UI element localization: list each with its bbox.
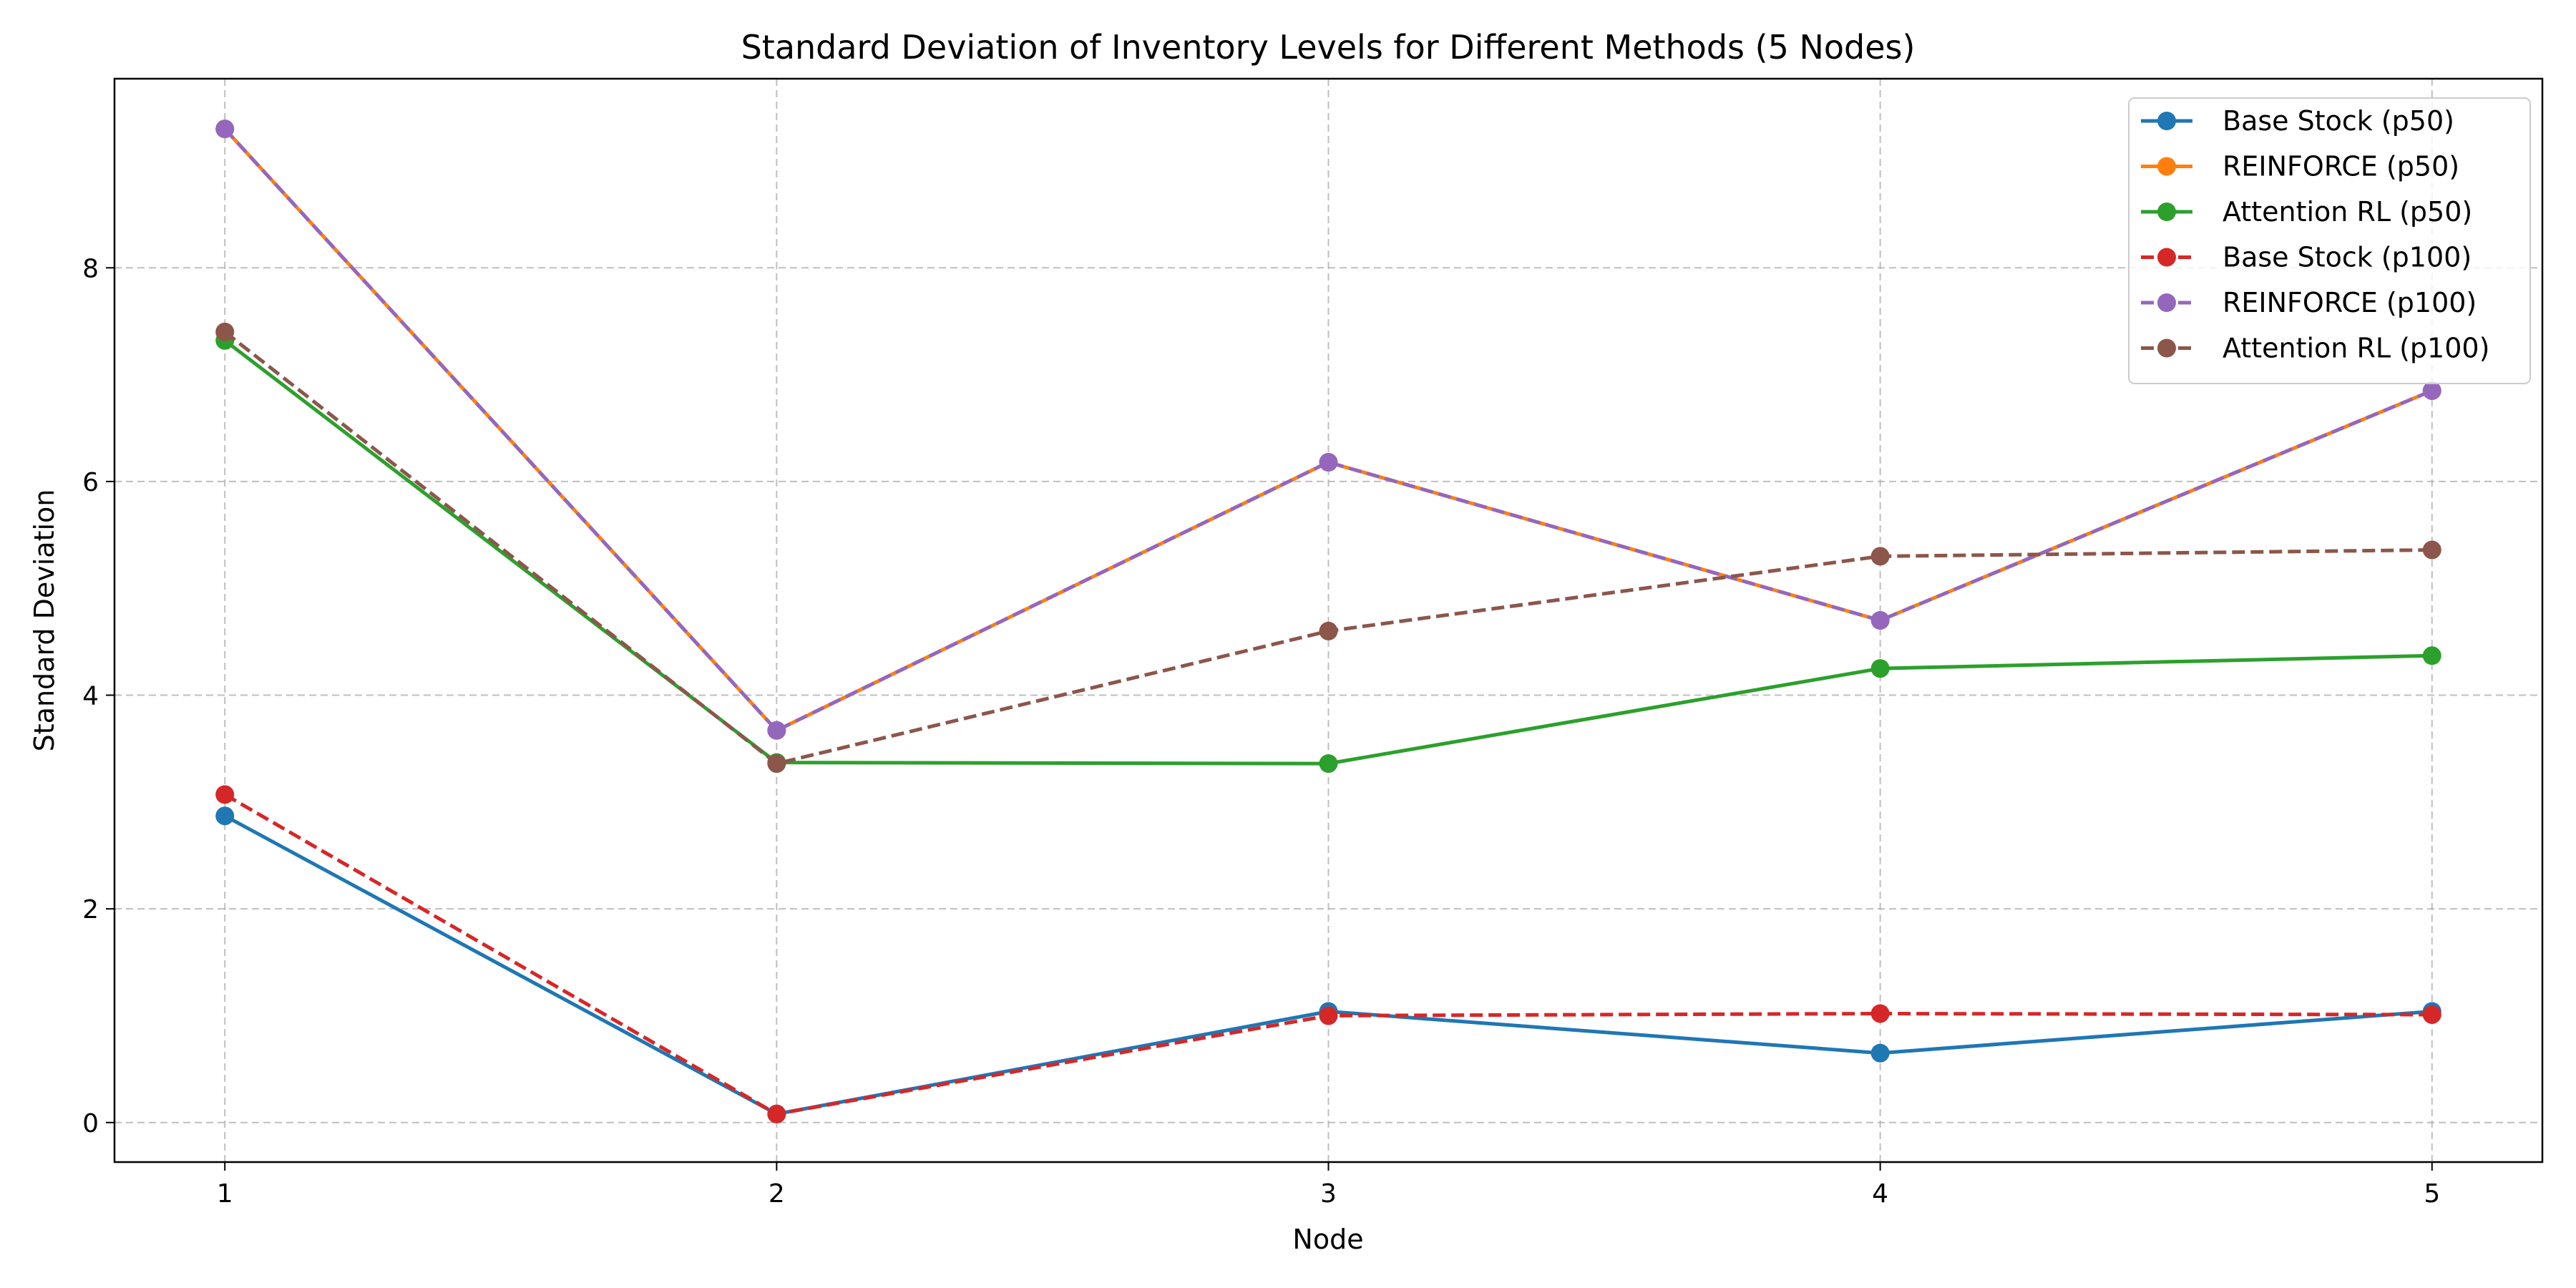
data-point: [1319, 621, 1338, 640]
y-tick-label: 2: [82, 895, 99, 924]
legend-marker: [2157, 293, 2176, 312]
data-point: [1870, 1043, 1890, 1063]
data-point: [215, 119, 235, 139]
y-tick-label: 6: [82, 468, 99, 497]
legend: Base Stock (p50) REINFORCE (p50) Attention…: [2128, 97, 2531, 384]
data-point: [2422, 540, 2441, 560]
y-tick-label: 8: [82, 254, 99, 283]
y-tick-label: 0: [82, 1109, 99, 1138]
data-point: [1319, 754, 1338, 774]
data-point: [1319, 1006, 1338, 1025]
data-point: [215, 806, 235, 826]
series-line: [223, 127, 2433, 733]
series-4: [215, 119, 2441, 740]
data-point: [1870, 659, 1890, 678]
legend-item: REINFORCE (p50): [2141, 151, 2459, 182]
legend-item: Attention RL (p50): [2141, 196, 2472, 228]
legend-marker: [2157, 203, 2176, 221]
axis-ticks: 1 2 3 4 5 0 2 4 6 8: [82, 254, 2440, 1209]
legend-marker: [2157, 112, 2176, 130]
y-tick-label: 4: [82, 682, 99, 711]
data-point: [1870, 547, 1890, 566]
series-3: [215, 785, 2441, 1123]
x-axis-label: Node: [1292, 1224, 1363, 1255]
x-tick-label: 3: [1320, 1179, 1337, 1209]
data-point: [767, 754, 786, 774]
data-point: [767, 1104, 786, 1123]
series-5: [215, 322, 2441, 774]
data-point: [767, 721, 786, 740]
x-tick-label: 2: [769, 1179, 785, 1209]
legend-marker: [2157, 338, 2176, 358]
legend-item: Attention RL (p100): [2141, 333, 2489, 364]
x-tick-label: 1: [217, 1179, 233, 1209]
x-tick-label: 4: [1872, 1179, 1888, 1209]
legend-item: REINFORCE (p100): [2141, 287, 2477, 318]
data-point: [2422, 381, 2441, 400]
data-point: [2422, 646, 2441, 665]
series-lines: [215, 119, 2441, 1123]
chart-title: Standard Deviation of Inventory Levels f…: [741, 28, 1916, 67]
data-point: [215, 322, 235, 341]
legend-label: Base Stock (p50): [2223, 105, 2454, 137]
y-axis-label: Standard Deviation: [29, 489, 60, 752]
x-tick-label: 5: [2424, 1179, 2440, 1209]
legend-item: Base Stock (p50): [2141, 105, 2454, 137]
legend-item: Base Stock (p100): [2141, 242, 2472, 273]
legend-box: [2128, 97, 2531, 384]
legend-marker: [2157, 248, 2176, 267]
data-point: [2422, 1005, 2441, 1024]
data-point: [1870, 1004, 1890, 1023]
legend-marker: [2157, 157, 2176, 176]
data-point: [1319, 453, 1338, 472]
legend-label: Attention RL (p50): [2223, 196, 2472, 228]
legend-label: REINFORCE (p50): [2223, 151, 2459, 182]
data-point: [1870, 611, 1890, 630]
data-point: [215, 785, 235, 804]
legend-label: Attention RL (p100): [2223, 333, 2489, 364]
legend-label: Base Stock (p100): [2223, 242, 2472, 273]
legend-label: REINFORCE (p100): [2223, 287, 2477, 318]
